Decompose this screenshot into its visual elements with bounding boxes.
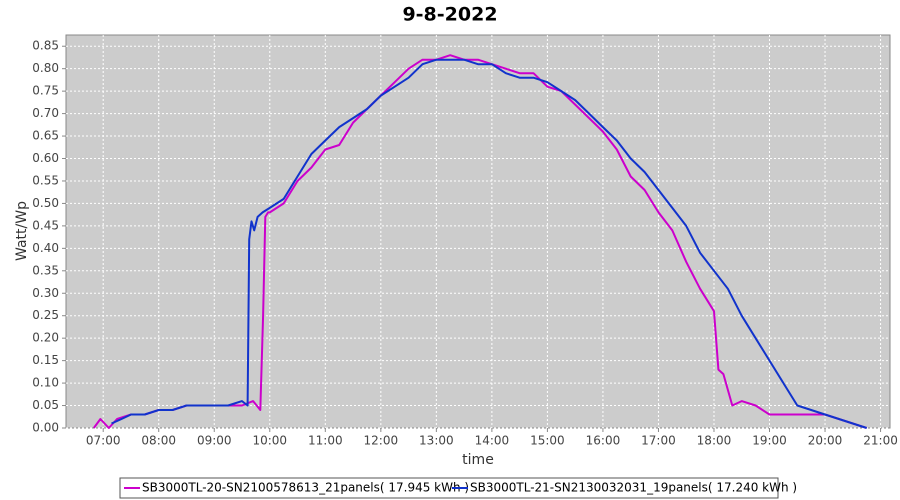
x-tick-label: 07:00 bbox=[86, 434, 121, 448]
legend bbox=[119, 477, 779, 499]
y-tick-label: 0.75 bbox=[32, 84, 59, 98]
x-tick-label: 19:00 bbox=[752, 434, 787, 448]
x-tick-label: 12:00 bbox=[364, 434, 399, 448]
y-tick-label: 0.70 bbox=[32, 106, 59, 120]
y-tick-label: 0.35 bbox=[32, 263, 59, 277]
y-tick-label: 0.60 bbox=[32, 151, 59, 165]
y-tick-label: 0.30 bbox=[32, 286, 59, 300]
y-tick-label: 0.45 bbox=[32, 218, 59, 232]
x-tick-label: 21:00 bbox=[863, 434, 898, 448]
y-tick-label: 0.65 bbox=[32, 129, 59, 143]
y-tick-label: 0.00 bbox=[32, 421, 59, 435]
x-tick-label: 10:00 bbox=[252, 434, 287, 448]
y-tick-label: 0.15 bbox=[32, 353, 59, 367]
legend-label: SB3000TL-21-SN2130032031_19panels( 17.24… bbox=[470, 481, 797, 495]
x-tick-label: 08:00 bbox=[141, 434, 176, 448]
x-tick-label: 20:00 bbox=[808, 434, 843, 448]
x-tick-label: 17:00 bbox=[641, 434, 676, 448]
x-tick-label: 18:00 bbox=[697, 434, 732, 448]
y-tick-label: 0.25 bbox=[32, 308, 59, 322]
x-tick-label: 15:00 bbox=[530, 434, 565, 448]
chart-title: 9-8-2022 bbox=[402, 4, 497, 26]
y-tick-label: 0.80 bbox=[32, 61, 59, 75]
y-tick-label: 0.05 bbox=[32, 398, 59, 412]
x-tick-label: 11:00 bbox=[308, 434, 343, 448]
y-tick-label: 0.55 bbox=[32, 173, 59, 187]
y-tick-label: 0.40 bbox=[32, 241, 59, 255]
plot-area bbox=[65, 34, 891, 429]
x-tick-label: 14:00 bbox=[475, 434, 510, 448]
x-tick-label: 16:00 bbox=[586, 434, 621, 448]
x-tick-label: 09:00 bbox=[197, 434, 232, 448]
x-axis-label: time bbox=[462, 452, 494, 468]
y-tick-label: 0.85 bbox=[32, 39, 59, 53]
y-tick-label: 0.50 bbox=[32, 196, 59, 210]
y-tick-label: 0.20 bbox=[32, 331, 59, 345]
legend-label: SB3000TL-20-SN2100578613_21panels( 17.94… bbox=[142, 481, 469, 495]
series-line bbox=[111, 58, 868, 429]
y-axis-label: Watt/Wp bbox=[14, 201, 30, 261]
y-tick-label: 0.10 bbox=[32, 376, 59, 390]
x-tick-label: 13:00 bbox=[419, 434, 454, 448]
